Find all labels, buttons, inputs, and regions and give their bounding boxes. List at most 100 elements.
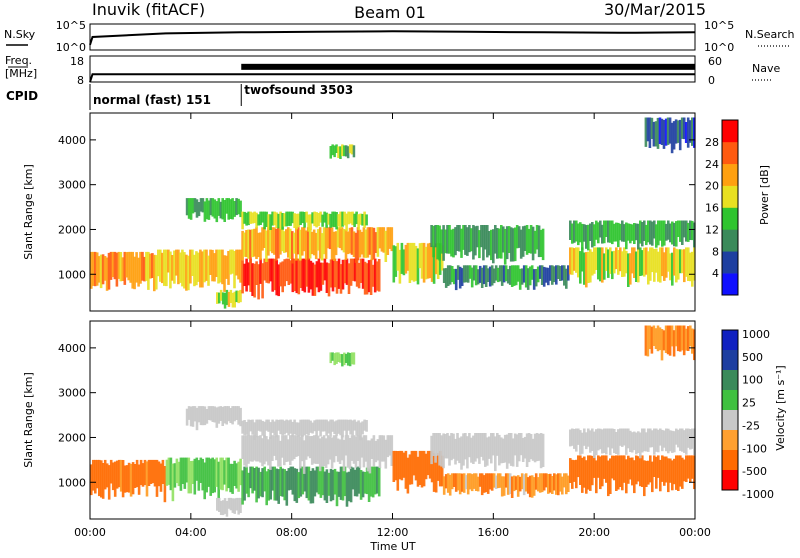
echo-cell bbox=[513, 227, 517, 262]
echo-cell bbox=[656, 325, 660, 352]
colorbar-tick-label: -1000 bbox=[742, 488, 774, 501]
echo-cell bbox=[537, 225, 541, 258]
echo-cell bbox=[595, 247, 598, 270]
echo-cell bbox=[259, 435, 262, 463]
echo-cell bbox=[603, 220, 606, 244]
echo-cell bbox=[263, 421, 266, 438]
echo-cell bbox=[591, 251, 594, 276]
echo-cell bbox=[301, 227, 304, 256]
echo-cell bbox=[436, 453, 440, 481]
echo-cell bbox=[107, 252, 111, 290]
echo-cell bbox=[361, 471, 365, 498]
echo-cell bbox=[157, 461, 161, 487]
echo-cell bbox=[241, 211, 244, 230]
echo-cell bbox=[369, 466, 373, 497]
echo-cell bbox=[685, 220, 688, 242]
echo-cell bbox=[422, 242, 426, 283]
echo-cell bbox=[472, 435, 475, 464]
echo-cell bbox=[211, 457, 214, 494]
echo-cell bbox=[430, 450, 434, 483]
echo-cell bbox=[639, 432, 642, 459]
echo-cell bbox=[352, 231, 356, 257]
echo-cell bbox=[314, 232, 318, 260]
echo-cell bbox=[271, 227, 274, 254]
nave-label: Nave bbox=[752, 62, 780, 75]
echo-cell bbox=[619, 247, 622, 272]
echo-cell bbox=[143, 256, 146, 282]
echo-cell bbox=[355, 258, 359, 287]
echo-cell bbox=[653, 249, 656, 282]
echo-cell bbox=[565, 473, 568, 495]
echo-cell bbox=[587, 428, 590, 447]
echo-cell bbox=[649, 220, 652, 245]
echo-cell bbox=[641, 455, 644, 487]
echo-cell bbox=[209, 198, 213, 216]
echo-cell bbox=[643, 220, 646, 241]
echo-cell bbox=[689, 120, 692, 143]
echo-cell bbox=[137, 464, 141, 495]
echo-cell bbox=[357, 214, 360, 231]
echo-cell bbox=[93, 251, 97, 287]
colorbar-tick-label: 28 bbox=[705, 136, 719, 149]
echo-cell bbox=[388, 227, 392, 249]
echo-cell bbox=[273, 227, 276, 255]
echo-cell bbox=[518, 476, 522, 492]
echo-cell bbox=[456, 265, 460, 280]
echo-cell bbox=[593, 224, 596, 247]
echo-cell bbox=[330, 437, 334, 469]
echo-cell bbox=[201, 251, 204, 288]
echo-cell bbox=[444, 434, 447, 459]
echo-cell bbox=[520, 473, 524, 490]
echo-cell bbox=[117, 459, 121, 488]
echo-cell bbox=[225, 289, 229, 306]
x-axis-label: Time UT bbox=[369, 540, 415, 553]
echo-cell bbox=[335, 471, 339, 507]
echo-cell bbox=[193, 458, 197, 495]
echo-cell bbox=[267, 468, 270, 501]
echo-cell bbox=[536, 477, 540, 492]
echo-cell bbox=[438, 433, 441, 466]
colorbar-tick-label: 500 bbox=[742, 351, 763, 364]
echo-cell bbox=[263, 466, 266, 492]
echo-cell bbox=[233, 460, 236, 486]
echo-cell bbox=[271, 466, 274, 491]
echo-cell bbox=[151, 253, 154, 278]
echo-cell bbox=[355, 421, 358, 436]
echo-cell bbox=[293, 232, 296, 254]
echo-cell bbox=[309, 420, 312, 433]
echo-cell bbox=[343, 211, 346, 226]
echo-cell bbox=[243, 232, 246, 257]
power-ylabel: Slant Range [km] bbox=[22, 164, 35, 260]
echo-cell bbox=[339, 419, 342, 436]
echo-cell bbox=[527, 228, 531, 253]
echo-cell bbox=[277, 227, 280, 259]
echo-cell bbox=[341, 419, 344, 438]
echo-cell bbox=[187, 255, 190, 291]
echo-cell bbox=[609, 428, 612, 456]
echo-cell bbox=[243, 211, 246, 224]
echo-cell bbox=[195, 251, 198, 286]
echo-cell bbox=[599, 428, 602, 450]
echo-cell bbox=[591, 222, 594, 248]
echo-cell bbox=[486, 437, 489, 466]
echo-cell bbox=[353, 469, 357, 497]
echo-cell bbox=[325, 212, 328, 228]
x-tick-label: 16:00 bbox=[477, 526, 509, 539]
echo-cell bbox=[460, 436, 463, 470]
echo-cell bbox=[231, 406, 234, 425]
echo-cell bbox=[585, 225, 588, 249]
echo-cell bbox=[502, 265, 506, 283]
echo-cell bbox=[279, 262, 282, 287]
echo-cell bbox=[329, 259, 333, 288]
echo-cell bbox=[460, 268, 464, 286]
echo-cell bbox=[498, 265, 502, 282]
echo-cell bbox=[569, 247, 572, 275]
echo-cell bbox=[639, 247, 642, 276]
echo-cell bbox=[627, 428, 630, 449]
echo-cell bbox=[426, 450, 430, 476]
echo-cell bbox=[357, 420, 360, 436]
echo-cell bbox=[333, 468, 337, 495]
echo-cell bbox=[472, 473, 476, 489]
echo-cell bbox=[505, 434, 509, 469]
echo-cell bbox=[255, 212, 258, 229]
